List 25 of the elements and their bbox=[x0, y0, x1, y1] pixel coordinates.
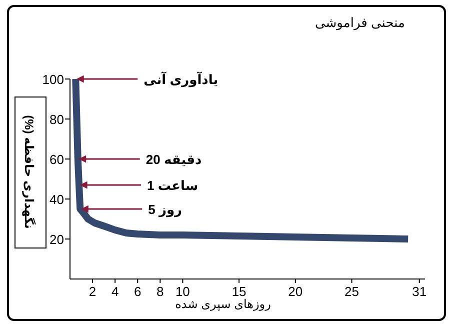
annotation: دقیقه 20 bbox=[146, 152, 202, 167]
annotation: یادآوری آنی bbox=[76, 72, 218, 87]
annotation: روز 5 bbox=[80, 202, 182, 217]
y-tick-label: 100 bbox=[42, 72, 64, 87]
annotation: روز 5 bbox=[148, 202, 182, 218]
x-tick-label: 2 bbox=[88, 284, 96, 299]
chart-title: منحنی فراموشی bbox=[314, 15, 405, 31]
x-tick-label: 25 bbox=[344, 284, 359, 299]
annotation: ساعت 1 bbox=[80, 178, 198, 193]
x-axis-title: روزهای سپری شده bbox=[175, 297, 272, 311]
x-tick-label: 31 bbox=[412, 284, 427, 299]
x-tick-label: 10 bbox=[175, 284, 190, 299]
x-tick-label: 4 bbox=[111, 284, 119, 299]
y-tick-label: 20 bbox=[50, 232, 64, 247]
annotation: دقیقه 20 bbox=[78, 152, 202, 167]
y-tick-label: 80 bbox=[50, 112, 64, 127]
annotation: یادآوری آنی bbox=[144, 71, 218, 88]
y-tick-label: 60 bbox=[50, 152, 64, 167]
x-tick-label: 15 bbox=[232, 284, 246, 299]
y-axis-title: نگهداری حافظه (%) bbox=[22, 115, 36, 229]
x-tick-label: 6 bbox=[134, 284, 142, 299]
annotation: ساعت 1 bbox=[147, 178, 198, 193]
x-tick-label: 8 bbox=[156, 284, 164, 299]
x-tick-label: 20 bbox=[288, 284, 303, 299]
y-tick-label: 40 bbox=[50, 192, 64, 207]
